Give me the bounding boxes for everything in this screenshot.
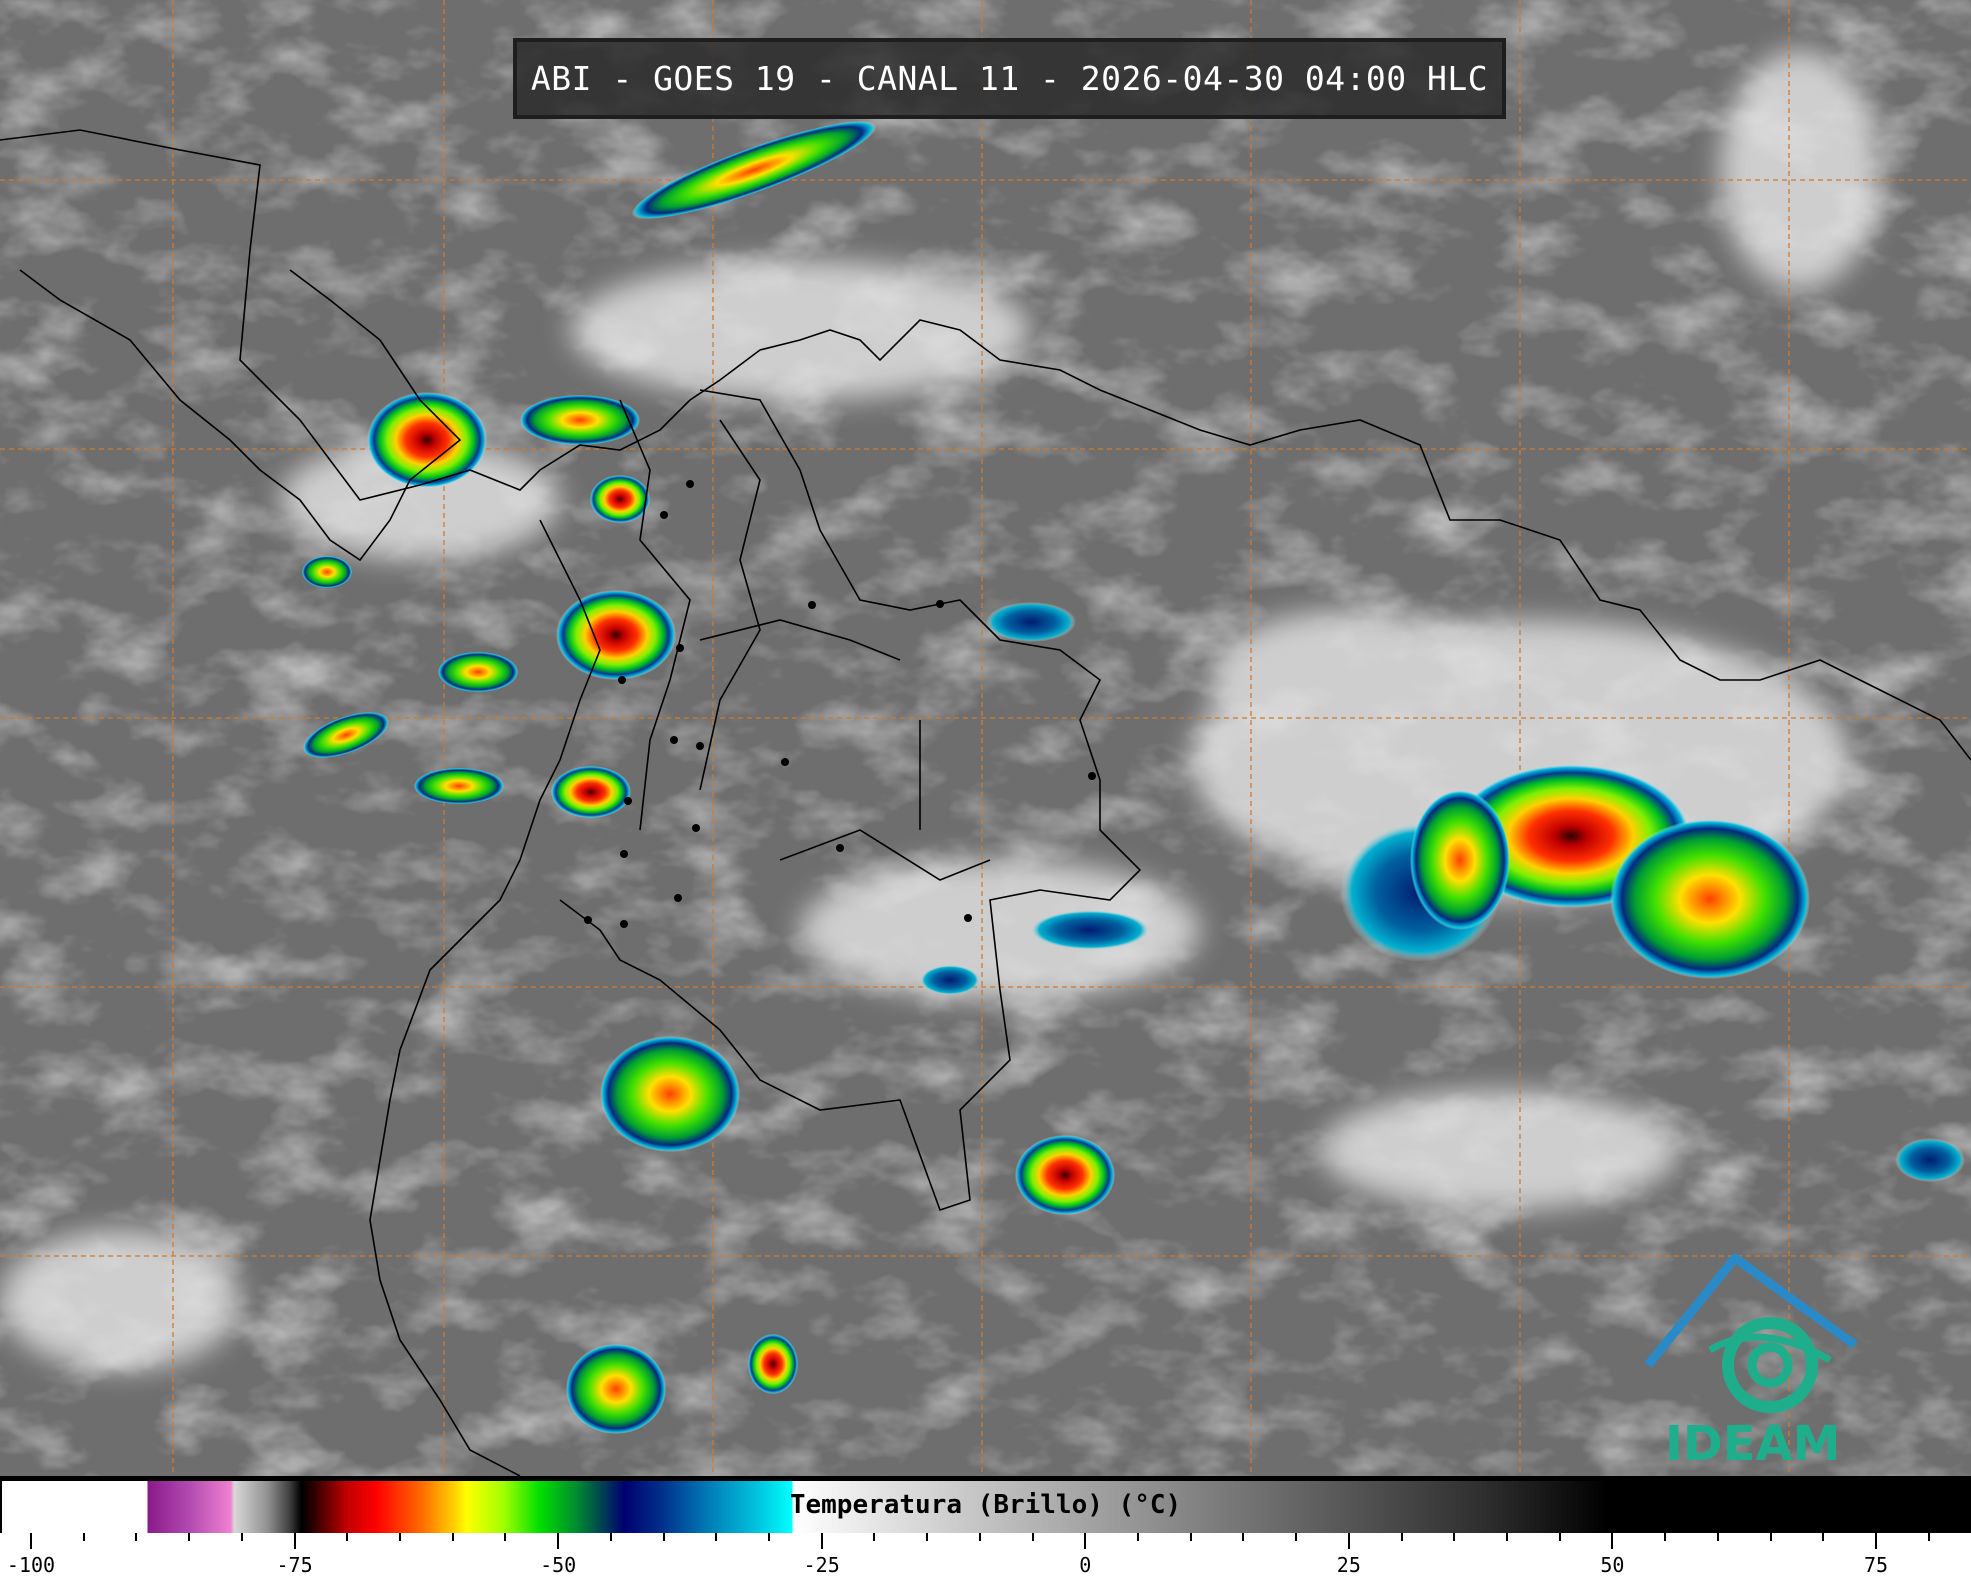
city-markers <box>584 480 1096 928</box>
temperature-colorbar <box>2 1481 1971 1533</box>
minor-tick <box>1716 1533 1719 1541</box>
minor-tick <box>188 1533 191 1541</box>
tick-label: -75 <box>276 1553 313 1577</box>
tick-label: 25 <box>1336 1553 1361 1577</box>
tick-label: 50 <box>1600 1553 1625 1577</box>
tick-label: 0 <box>1079 1553 1092 1577</box>
minor-tick <box>662 1533 665 1541</box>
minor-tick <box>451 1533 454 1541</box>
minor-tick <box>135 1533 138 1541</box>
minor-tick <box>504 1533 507 1541</box>
minor-tick <box>1822 1533 1825 1541</box>
convective-storms <box>302 120 1965 1434</box>
minor-tick <box>82 1533 85 1541</box>
minor-tick <box>978 1533 981 1541</box>
major-tick <box>1875 1533 1877 1549</box>
minor-tick <box>1664 1533 1667 1541</box>
title-text: ABI - GOES 19 - CANAL 11 - 2026-04-30 04… <box>530 59 1489 98</box>
satellite-image-map <box>0 0 1971 1476</box>
image-title: ABI - GOES 19 - CANAL 11 - 2026-04-30 04… <box>513 38 1506 119</box>
tick-label: -100 <box>6 1553 56 1577</box>
major-tick <box>1347 1533 1350 1549</box>
minor-tick <box>1453 1533 1456 1541</box>
tick-label: 75 <box>1863 1553 1889 1577</box>
minor-tick <box>1031 1533 1034 1541</box>
minor-tick <box>1242 1533 1245 1541</box>
minor-tick <box>240 1533 243 1541</box>
colorbar-axis: -100 -75 -50 -25 0 25 50 75 <box>0 1533 1971 1577</box>
minor-tick <box>399 1533 401 1541</box>
ideam-logo-text: IDEAM <box>1665 1416 1841 1472</box>
major-tick <box>30 1533 32 1549</box>
minor-tick <box>768 1533 770 1541</box>
ideam-logo <box>1644 1253 1858 1413</box>
minor-tick <box>1189 1533 1192 1541</box>
minor-tick <box>1400 1533 1403 1541</box>
minor-tick <box>1295 1533 1298 1541</box>
colorbar-label: Temperatura (Brillo) (°C) <box>789 1490 1182 1520</box>
tick-label: -50 <box>540 1553 577 1577</box>
major-tick <box>557 1533 560 1549</box>
major-tick <box>820 1533 823 1549</box>
major-tick <box>1611 1533 1614 1549</box>
tick-label: -25 <box>803 1553 840 1577</box>
minor-tick <box>1137 1533 1139 1541</box>
major-tick <box>1084 1533 1087 1549</box>
coastlines-and-borders <box>0 129 1971 1476</box>
minor-tick <box>1927 1533 1930 1541</box>
minor-tick <box>715 1533 718 1541</box>
minor-tick <box>346 1533 349 1541</box>
minor-tick <box>1558 1533 1561 1541</box>
minor-tick <box>873 1533 876 1541</box>
minor-tick <box>609 1533 612 1541</box>
major-tick <box>293 1533 296 1549</box>
minor-tick <box>1769 1533 1772 1541</box>
lat-lon-grid <box>0 0 1971 1476</box>
minor-tick <box>926 1533 929 1541</box>
minor-tick <box>1506 1533 1508 1541</box>
